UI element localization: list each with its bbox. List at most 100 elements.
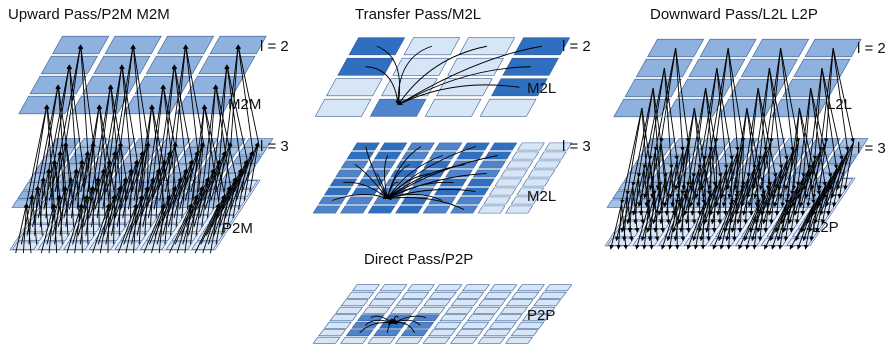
direct-cell-cell <box>483 291 512 299</box>
p2m-arrow <box>167 176 183 227</box>
l2p-arrow <box>659 186 665 233</box>
p2m-arrow <box>140 150 145 201</box>
transfer-l2-cell <box>392 57 449 76</box>
p2m-arrow <box>249 141 260 192</box>
transfer-m2l-bottom-label: M2L <box>527 188 557 205</box>
l2p-arrow <box>760 151 766 199</box>
l2p-arrow <box>806 159 816 208</box>
l2p-arrow <box>683 168 700 216</box>
l2p-arrow <box>769 194 793 242</box>
transfer-m2l-top-label: M2L <box>527 80 557 97</box>
l2p-arrow <box>710 177 722 225</box>
m2m-arrow <box>78 44 89 152</box>
l2p-arrow <box>700 203 706 250</box>
l2p-arrow <box>708 151 714 199</box>
p2m-arrow <box>147 168 161 219</box>
l2p-arrow <box>773 159 788 208</box>
l2l-arrow <box>675 47 691 143</box>
p2m-arrow <box>91 141 97 192</box>
l2p-arrow <box>737 186 744 233</box>
p2m-arrow <box>156 194 171 245</box>
l2p-arrow <box>771 203 787 250</box>
direct-cell-cell <box>494 314 523 322</box>
transfer-l2-cell <box>436 78 493 97</box>
l2p-arrow <box>767 168 782 216</box>
m2m-arrow <box>109 84 127 178</box>
l2p-arrow <box>646 186 661 233</box>
p2m-arrow <box>198 141 206 192</box>
upward-pass-title: Upward Pass/P2M M2M <box>8 6 170 23</box>
p2m-arrow <box>159 150 172 201</box>
m2m-arrow <box>78 44 94 143</box>
p2m-arrow <box>209 203 221 254</box>
p2m-arrow <box>228 150 254 201</box>
transfer-l3-cell <box>400 196 429 205</box>
m2m-arrow <box>67 64 83 160</box>
p2m-arrow <box>200 194 226 245</box>
p2m-arrow <box>117 203 138 254</box>
p2m-arrow <box>113 141 123 192</box>
upward-level-3-label: l = 3 <box>260 138 289 155</box>
l2p-arrow <box>632 186 640 233</box>
m2m-arrow <box>131 44 149 143</box>
direct-cell-cell <box>461 284 490 292</box>
p2m-arrow <box>52 185 67 236</box>
p2m-arrow <box>69 159 84 210</box>
direct-cell-cell <box>373 291 402 299</box>
p2m-arrow <box>149 176 156 227</box>
l2p-arrow <box>783 194 793 242</box>
l2l-arrow <box>705 87 723 178</box>
transfer-l3-cell <box>401 151 430 160</box>
l2p-arrow <box>719 203 733 250</box>
direct-cell-cell <box>455 329 484 337</box>
direct-cell-cell <box>466 314 495 322</box>
p2m-arrow <box>181 168 189 219</box>
direct-cell-cell <box>312 336 341 344</box>
p2m-arrow <box>190 141 205 192</box>
p2m-arrow <box>48 203 56 254</box>
p2m-arrow <box>136 185 150 236</box>
m2m-arrow <box>120 64 133 169</box>
l2l-arrow <box>812 67 823 161</box>
p2m-arrow <box>83 176 100 228</box>
p2m-arrow <box>24 203 32 254</box>
p2m-arrow <box>77 185 94 236</box>
p2m-arrow <box>30 194 38 245</box>
direct-cell-cell <box>544 284 573 292</box>
m2l-arrow-l2 <box>376 45 401 106</box>
transfer-l3-cell <box>367 205 396 214</box>
transfer-l3-cell <box>422 205 451 214</box>
m2m-arrow <box>207 84 218 178</box>
transfer-l3-cell <box>346 151 375 160</box>
l2p-arrow <box>703 159 708 208</box>
l2p-arrow <box>738 203 760 250</box>
l2p-arrow <box>758 142 772 191</box>
downward-particle-cell <box>606 237 635 246</box>
direct-cell-cell <box>439 314 468 322</box>
p2m-arrow <box>187 185 204 236</box>
direct-cell-cell <box>500 306 529 314</box>
l2p-arrow <box>743 177 749 225</box>
p2m-arrow <box>74 203 84 254</box>
p2m-arrow <box>166 150 173 201</box>
direct-cell-cell <box>450 336 479 344</box>
m2m-arrow <box>225 64 248 160</box>
l2p-arrow <box>705 186 716 233</box>
l2l-arrow <box>832 47 850 152</box>
p2m-arrow <box>101 168 107 219</box>
l2l-arrow <box>686 87 707 187</box>
m2m-arrow <box>81 104 101 204</box>
p2m-arrow <box>182 194 199 245</box>
transfer-l3-cell <box>456 151 485 160</box>
m2m-arrow <box>56 84 72 178</box>
direct-cell-cell <box>461 321 490 329</box>
p2m-arrow <box>74 150 89 201</box>
direct-cell-cell <box>505 336 534 344</box>
l2p-arrow <box>791 142 799 191</box>
l2p-arrow <box>758 194 766 242</box>
m2m-arrow <box>161 84 182 178</box>
l2l-arrow <box>780 47 795 152</box>
l2l-arrow <box>801 87 812 178</box>
l2l-arrow <box>705 87 718 187</box>
